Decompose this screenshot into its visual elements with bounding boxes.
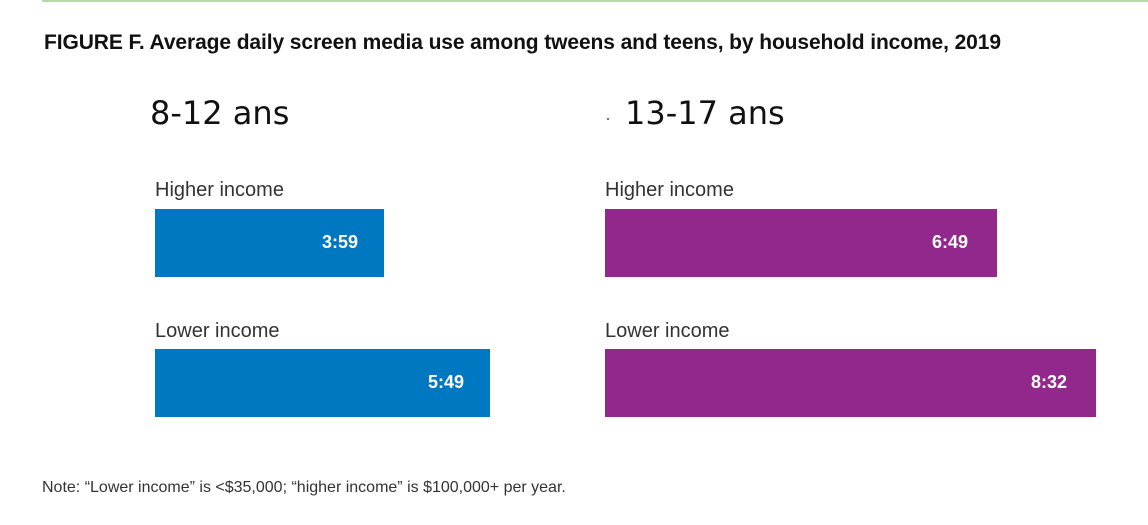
bar-teens-higher-income: 6:49 bbox=[605, 209, 997, 277]
bar-teens-lower-income: 8:32 bbox=[605, 349, 1096, 417]
bar-tweens-higher-income: 3:59 bbox=[155, 209, 384, 277]
bar-tweens-lower-income: 5:49 bbox=[155, 349, 490, 417]
bar-value-teens-higher: 6:49 bbox=[931, 232, 968, 252]
stray-dot bbox=[607, 118, 609, 120]
bar-value-tweens-lower: 5:49 bbox=[427, 372, 464, 392]
panel-title-tweens: 8-12 ans bbox=[150, 94, 290, 132]
figure-title: FIGURE F. Average daily screen media use… bbox=[44, 31, 1001, 54]
footnote: Note: “Lower income” is <$35,000; “highe… bbox=[42, 479, 566, 496]
top-rule bbox=[42, 0, 1148, 2]
category-label-teens-higher: Higher income bbox=[605, 179, 734, 201]
bar-value-tweens-higher: 3:59 bbox=[321, 232, 358, 252]
category-label-tweens-higher: Higher income bbox=[155, 179, 284, 201]
category-label-teens-lower: Lower income bbox=[605, 320, 730, 342]
panel-title-teens: 13-17 ans bbox=[625, 94, 785, 132]
bar-value-teens-lower: 8:32 bbox=[1030, 372, 1067, 392]
category-label-tweens-lower: Lower income bbox=[155, 320, 280, 342]
